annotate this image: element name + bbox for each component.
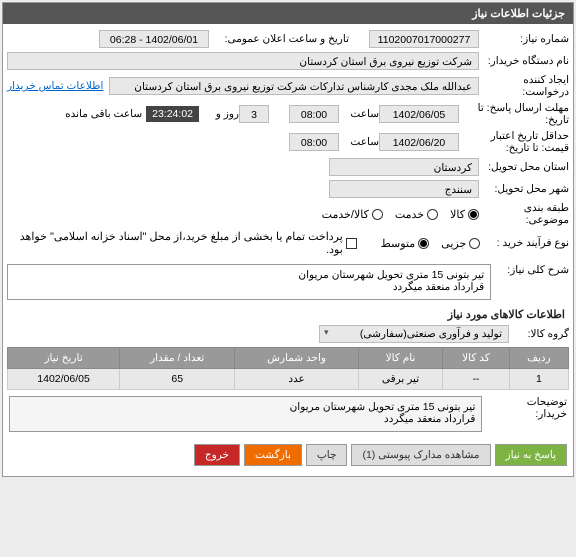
table-header: تعداد / مقدار [120, 348, 235, 369]
radio-service-label: خدمت [395, 208, 424, 221]
radio-goods-label: کالا [450, 208, 465, 221]
radio-both-label: کالا/خدمت [322, 208, 369, 221]
category-radio-group: کالا خدمت کالا/خدمت [322, 208, 479, 221]
radio-both[interactable] [372, 209, 383, 220]
goods-section-title: اطلاعات کالاهای مورد نیاز [7, 302, 569, 323]
need-number-label: شماره نیاز: [479, 33, 569, 45]
table-cell: 1 [509, 369, 568, 390]
goods-group-dropdown[interactable]: تولید و فرآوری صنعتی(سفارشی) [319, 325, 509, 343]
table-row: 1--تیر برقیعدد651402/06/05 [8, 369, 569, 390]
requester-value: عبدالله ملک مجدی کارشناس تدارکات شرکت تو… [109, 77, 479, 95]
table-header: ردیف [509, 348, 568, 369]
table-cell: 1402/06/05 [8, 369, 120, 390]
table-cell: عدد [235, 369, 359, 390]
deadline-days: 3 [239, 105, 269, 123]
table-header: واحد شمارش [235, 348, 359, 369]
radio-minor-label: جزیی [441, 237, 466, 250]
need-desc-label: شرح کلی نیاز: [491, 264, 569, 276]
province-value: کردستان [329, 158, 479, 176]
buyer-desc-label: توضیحات خریدار: [490, 396, 567, 420]
buyer-label: نام دستگاه خریدار: [479, 55, 569, 67]
exit-button[interactable]: خروج [194, 444, 240, 466]
deadline-label: مهلت ارسال پاسخ: تا تاریخ: [459, 102, 569, 126]
table-cell: -- [443, 369, 510, 390]
table-cell: 65 [120, 369, 235, 390]
buyer-value: شرکت توزیع نیروی برق استان کردستان [7, 52, 479, 70]
deadline-date: 1402/06/05 [379, 105, 459, 123]
validity-date: 1402/06/20 [379, 133, 459, 151]
attachments-button[interactable]: مشاهده مدارک پیوستی (1) [351, 444, 490, 466]
validity-label: حداقل تاریخ اعتبار قیمت: تا تاریخ: [459, 130, 569, 154]
purchase-type-radio-group: جزیی متوسط پرداخت تمام یا بخشی از مبلغ خ… [7, 230, 480, 256]
radio-service[interactable] [427, 209, 438, 220]
deadline-time: 08:00 [289, 105, 339, 123]
buyer-desc-text: تیر بتونی 15 متری تحویل شهرستان مریوان ق… [9, 396, 482, 432]
remain-text: ساعت باقی مانده [65, 108, 142, 120]
goods-table: ردیفکد کالانام کالاواحد شمارشتعداد / مقد… [7, 347, 569, 390]
table-header: تاریخ نیاز [8, 348, 120, 369]
back-button[interactable]: بازگشت [244, 444, 302, 466]
deadline-days-label: روز و [199, 108, 239, 120]
treasury-checkbox[interactable] [346, 238, 357, 249]
countdown-badge: 23:24:02 [146, 106, 199, 122]
need-number-value: 1102007017000277 [369, 30, 479, 48]
purchase-type-label: نوع فرآیند خرید : [480, 237, 569, 249]
radio-medium-label: متوسط [381, 237, 416, 250]
announce-label: تاریخ و ساعت اعلان عمومی: [209, 33, 349, 45]
category-label: طبقه بندی موضوعی: [479, 202, 569, 226]
radio-minor[interactable] [469, 238, 480, 249]
validity-time: 08:00 [289, 133, 339, 151]
panel-header: جزئیات اطلاعات نیاز [3, 3, 573, 24]
radio-goods[interactable] [468, 209, 479, 220]
table-cell: تیر برقی [358, 369, 442, 390]
goods-group-label: گروه کالا: [509, 328, 569, 340]
radio-medium[interactable] [418, 238, 429, 249]
respond-button[interactable]: پاسخ به نیاز [495, 444, 567, 466]
city-label: شهر محل تحویل: [479, 183, 569, 195]
province-label: استان محل تحویل: [479, 161, 569, 173]
city-value: سنندج [329, 180, 479, 198]
need-desc-text: تیر بتونی 15 متری تحویل شهرستان مریوان ق… [7, 264, 491, 300]
deadline-time-label: ساعت [339, 108, 379, 120]
treasury-checkbox-label: پرداخت تمام یا بخشی از مبلغ خرید،از محل … [7, 230, 343, 256]
table-header: نام کالا [358, 348, 442, 369]
print-button[interactable]: چاپ [306, 444, 348, 466]
validity-time-label: ساعت [339, 136, 379, 148]
announce-value: 1402/06/01 - 06:28 [99, 30, 209, 48]
contact-link[interactable]: اطلاعات تماس خریدار [7, 80, 103, 92]
requester-label: ایجاد کننده درخواست: [479, 74, 569, 98]
table-header: کد کالا [443, 348, 510, 369]
